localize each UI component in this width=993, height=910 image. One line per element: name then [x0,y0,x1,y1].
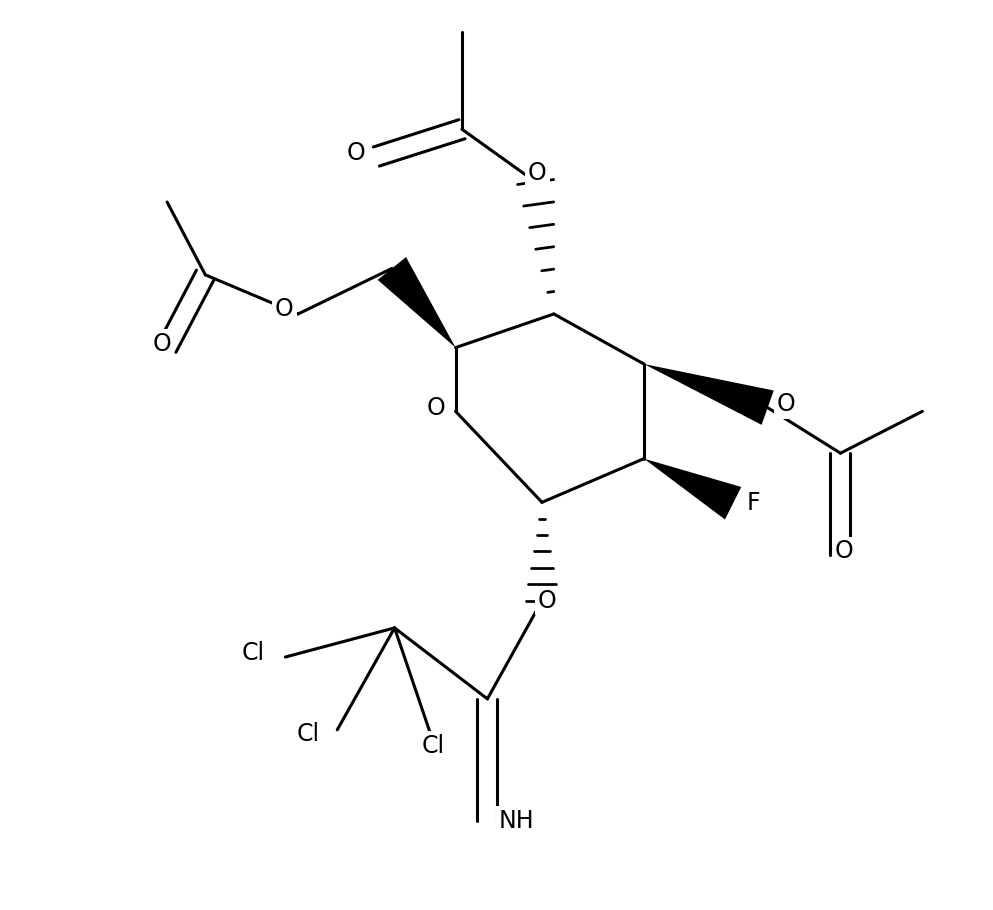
Text: F: F [747,491,760,515]
Text: O: O [538,589,557,612]
Text: O: O [426,396,445,420]
Text: Cl: Cl [421,734,444,758]
Text: O: O [347,141,365,165]
Text: Cl: Cl [297,723,320,746]
Text: O: O [777,392,795,416]
Text: O: O [835,540,854,563]
Polygon shape [643,459,741,520]
Polygon shape [377,257,456,348]
Text: O: O [275,298,294,321]
Text: O: O [152,332,171,356]
Text: Cl: Cl [242,642,265,665]
Polygon shape [643,364,774,425]
Text: NH: NH [498,809,534,833]
Text: O: O [528,161,547,185]
